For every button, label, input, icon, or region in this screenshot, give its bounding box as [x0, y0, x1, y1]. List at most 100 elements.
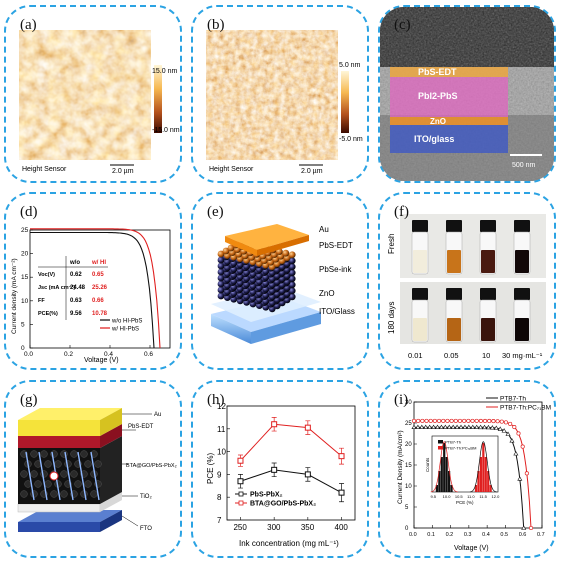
- x-axis-label: Voltage (V): [454, 545, 489, 552]
- legend-label: PbS-PbX₂: [250, 491, 283, 498]
- x-tick-label: 0.6: [144, 351, 153, 358]
- device-stack-e: Au PbS-EDT PbSe-ink ZnO ITO/Glass: [210, 223, 354, 344]
- layer-label: PbS-EDT: [128, 424, 154, 430]
- vial-cap: [513, 219, 530, 232]
- panel-h: (h) PCE (%) Ink concentration (mg mL⁻¹) …: [191, 380, 369, 558]
- data-point: [520, 524, 526, 530]
- y-tick-label: 10: [217, 447, 226, 456]
- layer-zno: [389, 116, 508, 125]
- panel-i: (i) Current Density (mA/cm²) Voltage (V)…: [378, 380, 556, 558]
- histogram-bar: [449, 484, 453, 492]
- vial-liquid: [514, 317, 529, 341]
- data-point: [512, 450, 518, 455]
- data-point: [236, 457, 243, 464]
- vial-liquid: [480, 249, 495, 273]
- quantum-dot: [217, 292, 224, 299]
- y-axis-label: Current Density (mA/cm²): [397, 430, 404, 504]
- vial-photo: Fresh 180 days 0.01 0.05 10 30 mg·mL⁻¹: [387, 213, 546, 360]
- quantum-dot: [288, 250, 296, 258]
- data-point: [440, 418, 445, 423]
- layer-label: BTA@GO/PbS-PbX₂: [126, 463, 177, 469]
- data-point: [473, 424, 479, 429]
- data-point: [338, 489, 345, 496]
- layer-au-front: [17, 419, 100, 436]
- data-point: [505, 431, 511, 436]
- vial-cap: [479, 287, 496, 300]
- vial-cap: [445, 219, 462, 232]
- nanocrystal: [59, 489, 68, 498]
- panel-label: (b): [207, 17, 225, 33]
- layer-label: PbS-EDT: [319, 241, 353, 250]
- data-point: [516, 475, 522, 481]
- layer-label: TiO₂: [140, 494, 152, 500]
- data-point: [469, 418, 475, 423]
- data-point: [465, 418, 470, 423]
- afm-texture: [18, 29, 151, 160]
- data-point: [444, 418, 449, 423]
- inset-legend-label: PTB7-Th:PC₇₁BM: [445, 445, 476, 450]
- vial-cap: [479, 219, 496, 232]
- layer-tio2: [17, 503, 100, 512]
- data-point: [477, 424, 483, 429]
- quantum-dot: [227, 244, 234, 251]
- table-header: w/ HI: [91, 260, 106, 266]
- colorbar: [153, 64, 162, 133]
- table-header: w/o: [69, 260, 80, 266]
- sensor-label: Height Sensor: [22, 166, 67, 173]
- layer-label: Au: [319, 225, 329, 234]
- table-row-label: Voc(V): [38, 272, 55, 278]
- nanocrystal: [19, 489, 28, 498]
- data-point: [497, 425, 503, 431]
- gaussian-fit: [430, 440, 458, 492]
- scale-top: 5.0 nm: [339, 62, 361, 69]
- data-point: [508, 437, 514, 443]
- quantum-dot: [281, 249, 289, 257]
- jv-chart-d: Current density (mA cm⁻²) Voltage (V) 0.…: [11, 227, 170, 364]
- panel-g: (g) Au PbS-EDT BTA@GO/PbS-PbX₂ TiO₂ FTO: [4, 380, 182, 558]
- panel-label: (f): [394, 204, 409, 220]
- quantum-dot: [288, 286, 296, 294]
- data-point: [515, 430, 521, 436]
- inset-x-tick-label: 11.0: [467, 494, 475, 499]
- layer-ito-glass-front: [250, 311, 321, 344]
- panel-label: (c): [394, 17, 411, 33]
- legend-label: PTB7-Th:PC₇₁BM: [500, 404, 551, 411]
- panel-b: (b) 5.0 nm -5.0 nm Height Sensor 2.0 µm: [191, 5, 369, 183]
- nanocrystal: [33, 479, 42, 488]
- quantum-dot: [222, 247, 229, 254]
- data-point: [507, 421, 512, 426]
- data-point: [418, 424, 424, 429]
- x-tick-label: 0.2: [64, 351, 73, 358]
- data-point: [450, 424, 456, 429]
- y-tick-label: 25: [21, 227, 29, 234]
- legend-marker: [238, 491, 243, 496]
- layer-fto-front: [17, 521, 100, 532]
- table-cell: 0.65: [92, 272, 104, 278]
- data-point: [438, 424, 444, 429]
- layer-label: FTO: [140, 526, 152, 532]
- panel-label: (g): [20, 392, 38, 408]
- data-point: [304, 470, 311, 477]
- nanocrystal: [69, 449, 78, 458]
- data-point: [426, 424, 432, 429]
- inset-frame: [431, 435, 498, 492]
- histogram-bar: [442, 442, 445, 492]
- y-tick-label: 12: [217, 402, 226, 411]
- data-point: [482, 418, 487, 423]
- sensor-label: Height Sensor: [209, 166, 254, 173]
- scalebar-label: 2.0 µm: [112, 168, 134, 175]
- data-point: [410, 424, 417, 429]
- data-point: [486, 418, 491, 423]
- layer-label: PbI2-PbS: [418, 91, 458, 101]
- nanocrystal: [73, 479, 82, 488]
- layer-label: PbSe-ink: [319, 265, 352, 274]
- quantum-dot: [288, 274, 296, 282]
- quantum-dot: [217, 286, 224, 293]
- histogram-bar: [437, 470, 440, 492]
- x-tick-label: 350: [300, 523, 314, 532]
- legend-label: BTA@GO/PbS-PbX₂: [250, 500, 316, 507]
- inset-x-tick-label: 10.0: [442, 494, 451, 499]
- nanocrystal: [49, 449, 58, 458]
- x-tick-label: 0.1: [427, 532, 435, 538]
- layer-au-side: [224, 235, 257, 256]
